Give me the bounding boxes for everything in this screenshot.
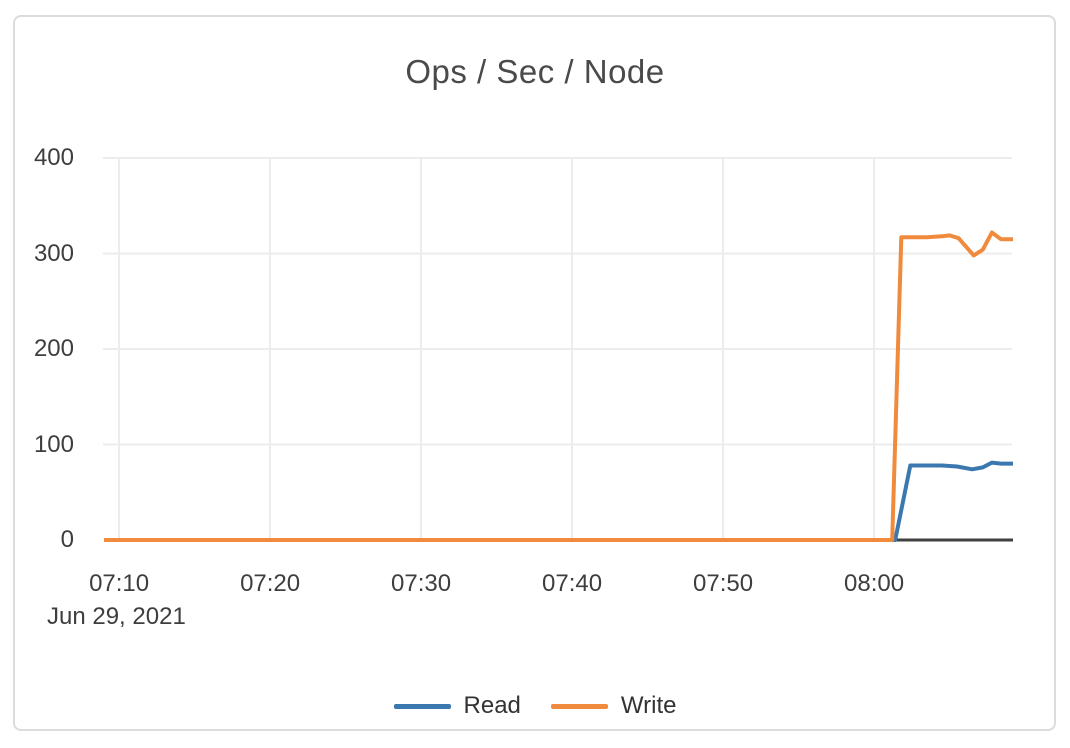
x-axis-date-label: Jun 29, 2021 [47,603,186,630]
legend-label: Read [463,692,521,719]
legend-item-read[interactable]: Read [393,692,521,720]
y-tick-label: 100 [33,430,74,458]
chart-card [13,15,1056,731]
y-tick-label: 400 [33,144,74,171]
x-tick-label: 07:30 [391,570,452,597]
series-line-write [104,230,1013,542]
y-tick-label: 300 [33,239,74,267]
legend: Read Write [0,692,1070,720]
y-tick-label: 0 [60,526,74,553]
x-tick-label: 07:10 [89,570,150,597]
x-tick-label: 08:00 [844,570,905,597]
x-tick-label: 07:40 [542,570,603,597]
x-tick-label: 07:20 [240,570,301,597]
y-tick-label: 200 [33,335,74,362]
legend-swatch-read [393,703,451,709]
chart-title: Ops / Sec / Node [405,53,665,90]
legend-item-write[interactable]: Write [550,692,677,720]
legend-label: Write [620,692,677,719]
series-line-read [104,460,1013,542]
legend-swatch-write [550,703,608,709]
x-tick-label: 07:50 [693,570,754,597]
